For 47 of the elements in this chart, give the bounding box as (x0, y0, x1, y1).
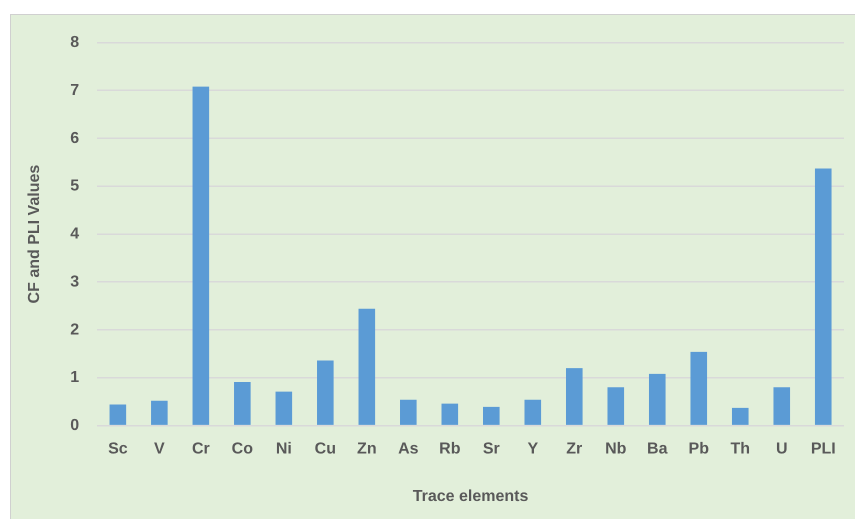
x-tick-label: As (398, 440, 419, 458)
x-tick-label: Nb (605, 440, 627, 458)
y-tick-label: 6 (70, 130, 80, 147)
bar (607, 387, 624, 425)
x-tick-label: Zn (357, 440, 377, 458)
y-tick-label: 4 (70, 226, 80, 243)
x-tick-label: U (776, 440, 788, 458)
y-tick-label: 2 (70, 321, 80, 338)
x-axis-title: Trace elements (412, 488, 528, 505)
x-tick-label: Sc (108, 440, 128, 458)
bar (773, 387, 790, 425)
bar (442, 404, 458, 425)
x-tick-label: Cu (314, 440, 336, 458)
y-tick-label: 1 (70, 369, 80, 386)
bar (524, 400, 542, 425)
bar (690, 352, 708, 425)
x-tick-label: PLI (810, 440, 836, 458)
bar (234, 382, 251, 425)
y-tick-label: 5 (70, 178, 80, 195)
bar (358, 308, 376, 425)
x-tick-label: Y (527, 440, 538, 458)
x-tick-label: Pb (688, 440, 710, 458)
x-tick-label: Ba (647, 440, 668, 458)
x-tick-label: Sr (482, 440, 500, 458)
y-tick-label: 0 (70, 417, 80, 434)
y-tick-label: 8 (70, 34, 80, 52)
bar (276, 392, 292, 425)
bar (110, 404, 126, 425)
bar (192, 86, 210, 425)
bar (732, 408, 749, 425)
y-tick-label: 7 (70, 82, 80, 99)
bar (566, 368, 583, 425)
bar (483, 406, 500, 425)
bar (648, 374, 666, 425)
bar (814, 168, 832, 425)
x-tick-label: Cr (192, 440, 210, 458)
x-tick-label: V (154, 440, 166, 458)
bar (317, 360, 334, 425)
x-tick-label: Th (730, 440, 750, 458)
x-tick-label: Ni (276, 440, 292, 458)
y-tick-label: 3 (70, 273, 80, 290)
x-tick-label: Rb (439, 440, 461, 458)
bar (151, 400, 168, 425)
x-tick-label: Zr (566, 440, 582, 458)
x-tick-label: Co (232, 440, 254, 458)
y-axis-title: CF and PLI Values (26, 164, 44, 304)
bar (400, 400, 417, 425)
